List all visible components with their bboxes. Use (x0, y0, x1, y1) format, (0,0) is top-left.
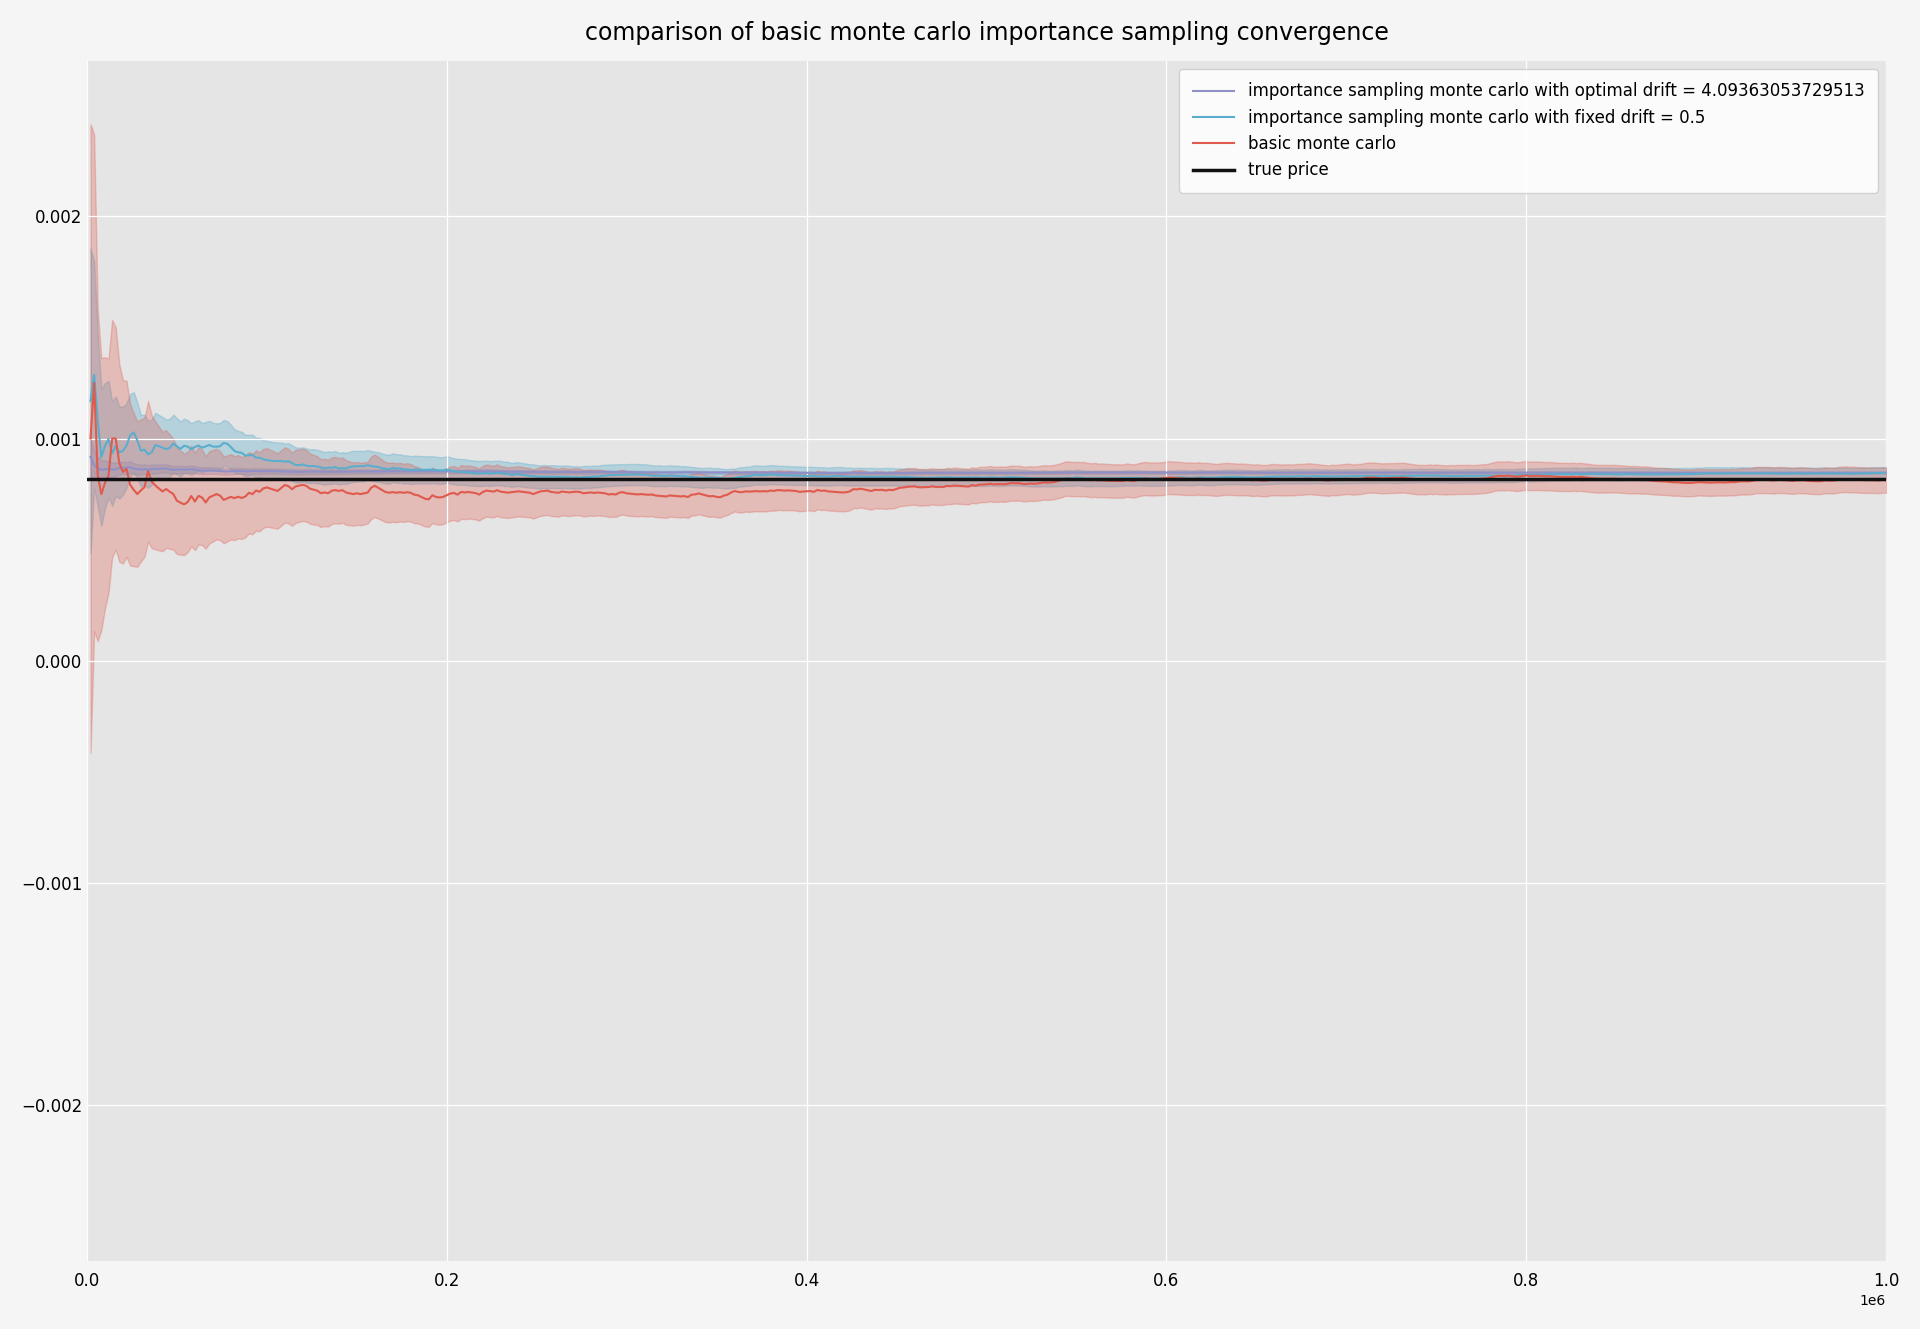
basic monte carlo (173, 497, 196, 513)
basic monte carlo (1557, 469, 1580, 485)
basic monte carlo (950, 478, 973, 494)
importance sampling monte carlo with fixed drift = 0.5 (1839, 466, 1862, 482)
basic monte carlo (1874, 472, 1897, 488)
Line: importance sampling monte carlo with optimal drift = 4.09363053729513: importance sampling monte carlo with opt… (90, 457, 1885, 473)
Legend: importance sampling monte carlo with optimal drift = 4.09363053729513, importanc: importance sampling monte carlo with opt… (1179, 69, 1878, 193)
importance sampling monte carlo with fixed drift = 0.5 (83, 367, 106, 383)
importance sampling monte carlo with fixed drift = 0.5 (1058, 470, 1081, 486)
importance sampling monte carlo with optimal drift = 4.09363053729513 (935, 465, 958, 481)
importance sampling monte carlo with optimal drift = 4.09363053729513 (1152, 465, 1175, 481)
importance sampling monte carlo with fixed drift = 0.5 (1874, 465, 1897, 481)
importance sampling monte carlo with optimal drift = 4.09363053729513 (1054, 465, 1077, 481)
basic monte carlo (83, 375, 106, 391)
basic monte carlo (1839, 472, 1862, 488)
importance sampling monte carlo with optimal drift = 4.09363053729513 (1874, 465, 1897, 481)
importance sampling monte carlo with optimal drift = 4.09363053729513 (1836, 465, 1859, 481)
importance sampling monte carlo with optimal drift = 4.09363053729513 (947, 465, 970, 481)
importance sampling monte carlo with fixed drift = 0.5 (79, 393, 102, 409)
importance sampling monte carlo with optimal drift = 4.09363053729513 (806, 465, 829, 481)
importance sampling monte carlo with fixed drift = 0.5 (716, 470, 739, 486)
importance sampling monte carlo with fixed drift = 0.5 (950, 469, 973, 485)
basic monte carlo (1154, 470, 1177, 486)
basic monte carlo (1058, 470, 1081, 486)
true price (75, 472, 98, 488)
true price (75, 472, 98, 488)
Title: comparison of basic monte carlo importance sampling convergence: comparison of basic monte carlo importan… (584, 21, 1388, 45)
importance sampling monte carlo with fixed drift = 0.5 (1154, 470, 1177, 486)
importance sampling monte carlo with optimal drift = 4.09363053729513 (79, 449, 102, 465)
basic monte carlo (79, 431, 102, 447)
basic monte carlo (939, 478, 962, 494)
importance sampling monte carlo with fixed drift = 0.5 (1557, 466, 1580, 482)
importance sampling monte carlo with optimal drift = 4.09363053729513 (1553, 465, 1576, 481)
importance sampling monte carlo with fixed drift = 0.5 (939, 469, 962, 485)
Line: basic monte carlo: basic monte carlo (90, 383, 1885, 505)
Line: importance sampling monte carlo with fixed drift = 0.5: importance sampling monte carlo with fix… (90, 375, 1885, 478)
